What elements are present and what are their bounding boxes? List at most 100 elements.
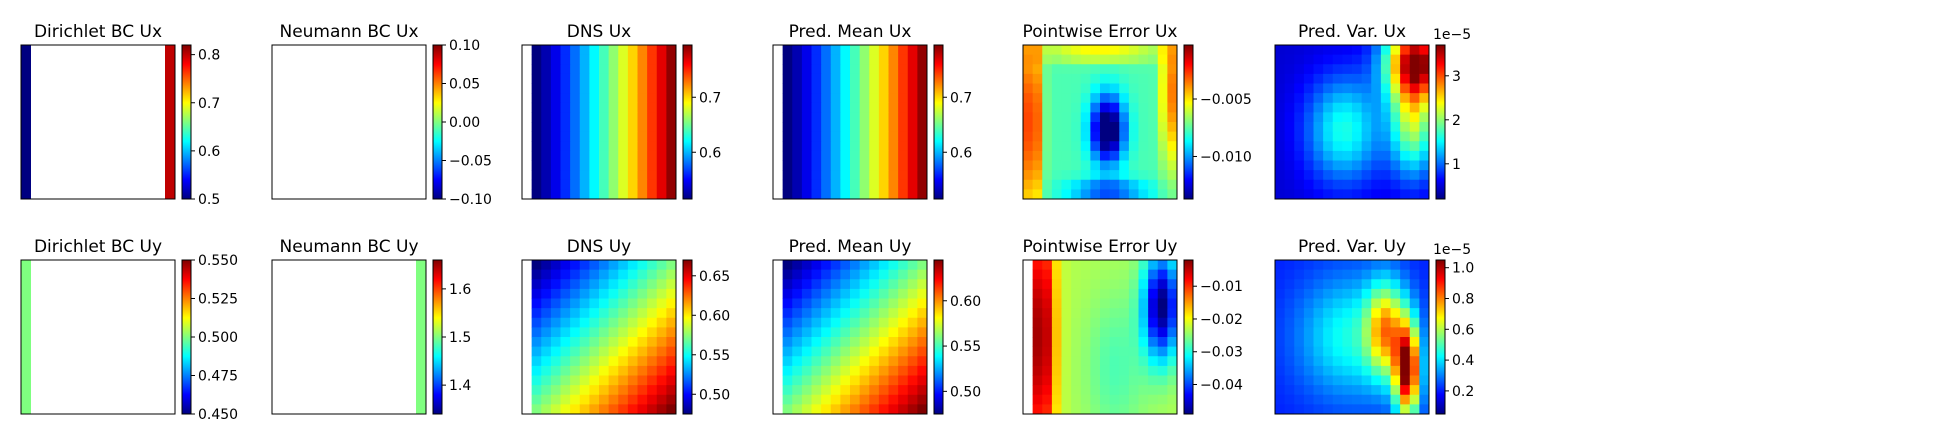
colorbar-tick-label: 0.4 [1452, 353, 1474, 369]
heatmap-cell [1294, 269, 1305, 280]
heatmap-cell [898, 45, 909, 56]
heatmap-cell [792, 160, 803, 171]
heatmap-cell [1380, 189, 1391, 200]
heatmap-cell [618, 298, 629, 309]
heatmap-cell [1332, 141, 1343, 152]
heatmap-cell [1284, 337, 1295, 348]
heatmap-cell [850, 317, 861, 328]
heatmap-cell [1109, 288, 1120, 299]
heatmap-cell [579, 394, 590, 405]
heatmap-cell [1342, 73, 1353, 84]
heatmap-cell [1051, 150, 1062, 161]
heatmap-cell [560, 160, 571, 171]
heatmap-cell [821, 365, 832, 376]
heatmap-cell [550, 327, 561, 338]
heatmap-cell [1119, 83, 1130, 94]
heatmap-cell [917, 131, 928, 142]
heatmap-cell [541, 298, 552, 309]
heatmap-cell [1071, 394, 1082, 405]
heatmap-cell [801, 327, 812, 338]
heatmap-cell [1051, 73, 1062, 84]
heatmap-cell [589, 150, 600, 161]
title-pointwise-error-uy: Pointwise Error Uy [1023, 237, 1178, 257]
heatmap-cell [531, 298, 542, 309]
heatmap-cell [1128, 404, 1139, 415]
heatmap-cell [869, 179, 880, 190]
heatmap-cell [1380, 375, 1391, 386]
heatmap-cell [618, 365, 629, 376]
heatmap-cell [1303, 337, 1314, 348]
heatmap-cell [1284, 269, 1295, 280]
heatmap-cell [1042, 260, 1053, 271]
heatmap-cell [1409, 93, 1420, 104]
heatmap-cell [1323, 93, 1334, 104]
colorbar-tick-label: 0.525 [198, 292, 238, 308]
heatmap-cell [1409, 317, 1420, 328]
heatmap-cell [907, 131, 918, 142]
heatmap-cell [1071, 337, 1082, 348]
heatmap-cell [1380, 337, 1391, 348]
heatmap-cell [599, 179, 610, 190]
bc-right-edge [165, 45, 175, 199]
heatmap-cell [1051, 385, 1062, 396]
heatmap-cell [666, 337, 677, 348]
heatmap-cell [888, 385, 899, 396]
heatmap-cell [1361, 54, 1372, 65]
heatmap-cell [637, 298, 648, 309]
heatmap-cell [1419, 404, 1430, 415]
heatmap-cell [1080, 131, 1091, 142]
heatmap-cell [1042, 385, 1053, 396]
colorbar-tick-label: 0.2 [1452, 384, 1474, 400]
heatmap-cell [1352, 150, 1363, 161]
heatmap-cell [1148, 269, 1159, 280]
heatmap-cell [1148, 150, 1159, 161]
heatmap-cell [627, 346, 638, 357]
heatmap-cell [647, 122, 658, 133]
heatmap-cell [1167, 356, 1178, 367]
heatmap-cell [647, 260, 658, 271]
heatmap-cell [1128, 327, 1139, 338]
colorbar-tick-label: −0.10 [449, 192, 492, 208]
heatmap-cell [1148, 327, 1159, 338]
heatmap-cell [888, 260, 899, 271]
heatmap-cell [840, 298, 851, 309]
heatmap-cell [1409, 102, 1420, 113]
heatmap-cell [1371, 279, 1382, 290]
heatmap-cell [1128, 45, 1139, 56]
heatmap-cell [627, 356, 638, 367]
heatmap-cell [550, 308, 561, 319]
heatmap-cell [1400, 288, 1411, 299]
heatmap-cell [1148, 170, 1159, 181]
heatmap-cell [859, 102, 870, 113]
heatmap-cell [907, 365, 918, 376]
heatmap-cell [907, 394, 918, 405]
heatmap-cell [859, 260, 870, 271]
heatmap-cell [1323, 365, 1334, 376]
heatmap-cell [801, 337, 812, 348]
heatmap-cell [1284, 54, 1295, 65]
heatmap-cell [1138, 93, 1149, 104]
heatmap-cell [1119, 269, 1130, 280]
heatmap-cell [1284, 375, 1295, 386]
heatmap-cell [1100, 394, 1111, 405]
heatmap-cell [1380, 260, 1391, 271]
heatmap-cell [1323, 346, 1334, 357]
heatmap-cell [1323, 189, 1334, 200]
heatmap-cell [1061, 160, 1072, 171]
heatmap-cell [1119, 150, 1130, 161]
heatmap-cell [859, 83, 870, 94]
heatmap-cell [1380, 122, 1391, 133]
colorbar-tick-label: 0.6 [198, 144, 220, 160]
heatmap-cell [1071, 189, 1082, 200]
heatmap-cell [647, 179, 658, 190]
heatmap-cell [1371, 327, 1382, 338]
heatmap-cell [1371, 288, 1382, 299]
heatmap-cell [1090, 150, 1101, 161]
heatmap-cell [1071, 298, 1082, 309]
heatmap-cell [830, 131, 841, 142]
heatmap-cell [618, 141, 629, 152]
heatmap-cell [1342, 298, 1353, 309]
heatmap-cell [792, 346, 803, 357]
heatmap-cell [1128, 269, 1139, 280]
